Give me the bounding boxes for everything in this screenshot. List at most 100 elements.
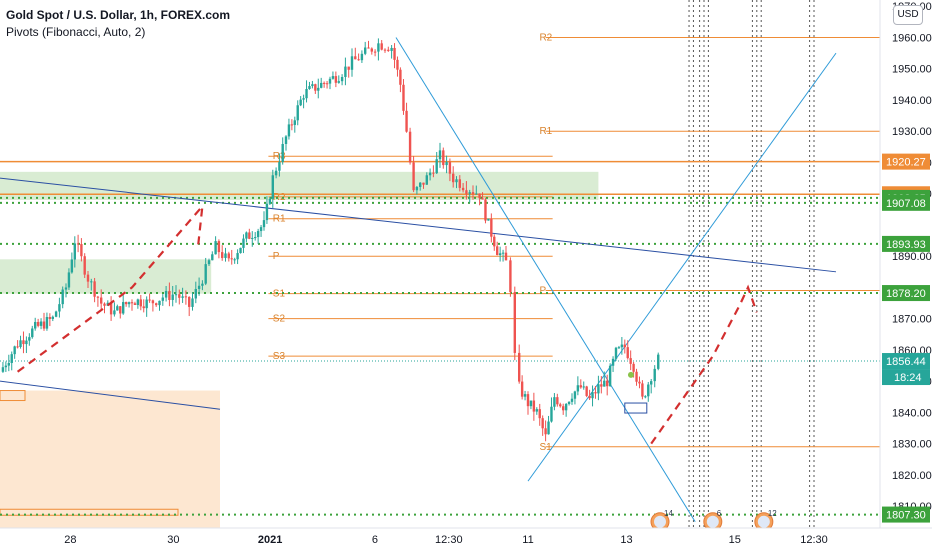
candle-body-48 [148,299,151,301]
candle-body-88 [274,170,278,176]
candle-body-193 [603,380,606,387]
candle-body-161 [504,252,508,261]
candle-body-121 [377,43,380,52]
candle-body-108 [334,76,338,83]
candle-body-211 [657,354,660,369]
candle-body-184 [576,385,580,392]
pivot1-label-R1: R1 [273,214,286,225]
candle-body-78 [245,232,248,239]
candle-body-195 [608,365,612,387]
price-tag-label-3: 1907.08 [886,198,926,210]
price-tag-label-4: 1893.93 [886,239,926,251]
price-tag-label-6: 1856.44 [886,356,926,368]
candle-body-93 [290,124,294,126]
candle-body-71 [224,253,227,258]
candle-body-196 [611,358,615,366]
price-tag-3[interactable] [882,194,930,211]
candle-body-70 [221,252,224,258]
candle-body-110 [340,77,344,82]
candle-body-50 [155,303,158,306]
y-tick-8: 1870.00 [892,314,932,326]
candle-body-45 [139,299,142,307]
candle-body-67 [211,254,214,261]
price-tag-0[interactable] [882,153,930,170]
candle-body-169 [532,400,536,412]
candle-body-4 [13,346,16,355]
projection-path-0 [16,202,204,373]
y-tick-12: 1830.00 [892,439,932,451]
candle-body-148 [465,190,468,194]
pivot2-label-R2: R2 [539,32,552,43]
candle-body-89 [278,162,281,171]
candle-body-24 [73,243,76,260]
candle-body-96 [299,99,302,106]
marker-box [624,402,648,414]
candle-body-31 [96,296,100,298]
candle-body-112 [347,66,350,70]
zone-2 [0,390,220,538]
trend-line-2 [0,177,837,273]
y-tick-13: 1820.00 [892,470,932,482]
candle-body-63 [197,285,201,289]
price-tag-6[interactable] [882,353,930,370]
candle-body-139 [435,159,438,174]
candle-body-86 [268,198,272,204]
candle-body-124 [387,49,390,51]
candle-body-116 [360,53,364,61]
candle-body-172 [541,418,544,429]
candle-body-12 [36,321,40,326]
price-axis-bg [880,0,932,550]
price-tag-7[interactable] [882,506,930,523]
candle-body-46 [142,306,145,309]
candle-body-44 [136,299,140,305]
candle-body-84 [262,220,266,228]
symbol-title[interactable]: Gold Spot / U.S. Dollar, 1h, FOREX.com [6,8,231,22]
candle-body-23 [70,259,74,273]
candle-body-191 [597,384,600,394]
trend-line-1 [527,52,837,482]
zone-marker-box [0,390,26,402]
candle-body-135 [422,182,425,185]
currency-button[interactable]: USD [893,5,923,25]
candle-body-42 [130,302,134,304]
zone-1 [0,259,212,294]
candle-body-65 [204,264,207,284]
candle-body-122 [380,43,383,50]
candle-body-57 [178,294,181,298]
candle-body-188 [588,395,591,399]
y-tick-4: 1930.00 [892,126,932,138]
indicator-legend[interactable]: Pivots (Fibonacci, Auto, 2) [6,25,146,39]
candle-body-145 [455,179,458,183]
candle-body-36 [113,310,116,315]
candle-body-190 [594,392,597,394]
candle-body-134 [419,182,422,187]
candle-body-43 [133,303,137,305]
candle-body-92 [287,124,291,137]
candle-body-81 [254,237,257,239]
candle-body-40 [124,302,128,305]
x-tick-0: 28 [64,534,76,546]
candle-body-131 [408,131,412,163]
candle-body-204 [635,371,638,382]
candle-body-11 [34,321,37,329]
candle-body-13 [39,321,43,326]
candle-body-182 [570,398,574,402]
candle-body-79 [248,232,251,239]
candle-body-133 [415,186,419,191]
candle-body-87 [271,175,274,199]
candle-body-202 [629,358,632,364]
pivot1-label-S3: S3 [273,351,286,362]
candle-body-69 [217,241,221,253]
candle-body-183 [573,391,577,399]
price-tag-5[interactable] [882,285,930,302]
price-tag-4[interactable] [882,235,930,252]
x-tick-8: 12:30 [800,534,828,546]
candle-body-21 [64,287,68,290]
candle-body-100 [311,84,314,87]
candle-body-38 [119,306,122,314]
countdown-label: 18:24 [894,372,922,384]
candle-body-141 [442,150,445,166]
candle-body-128 [399,69,402,85]
